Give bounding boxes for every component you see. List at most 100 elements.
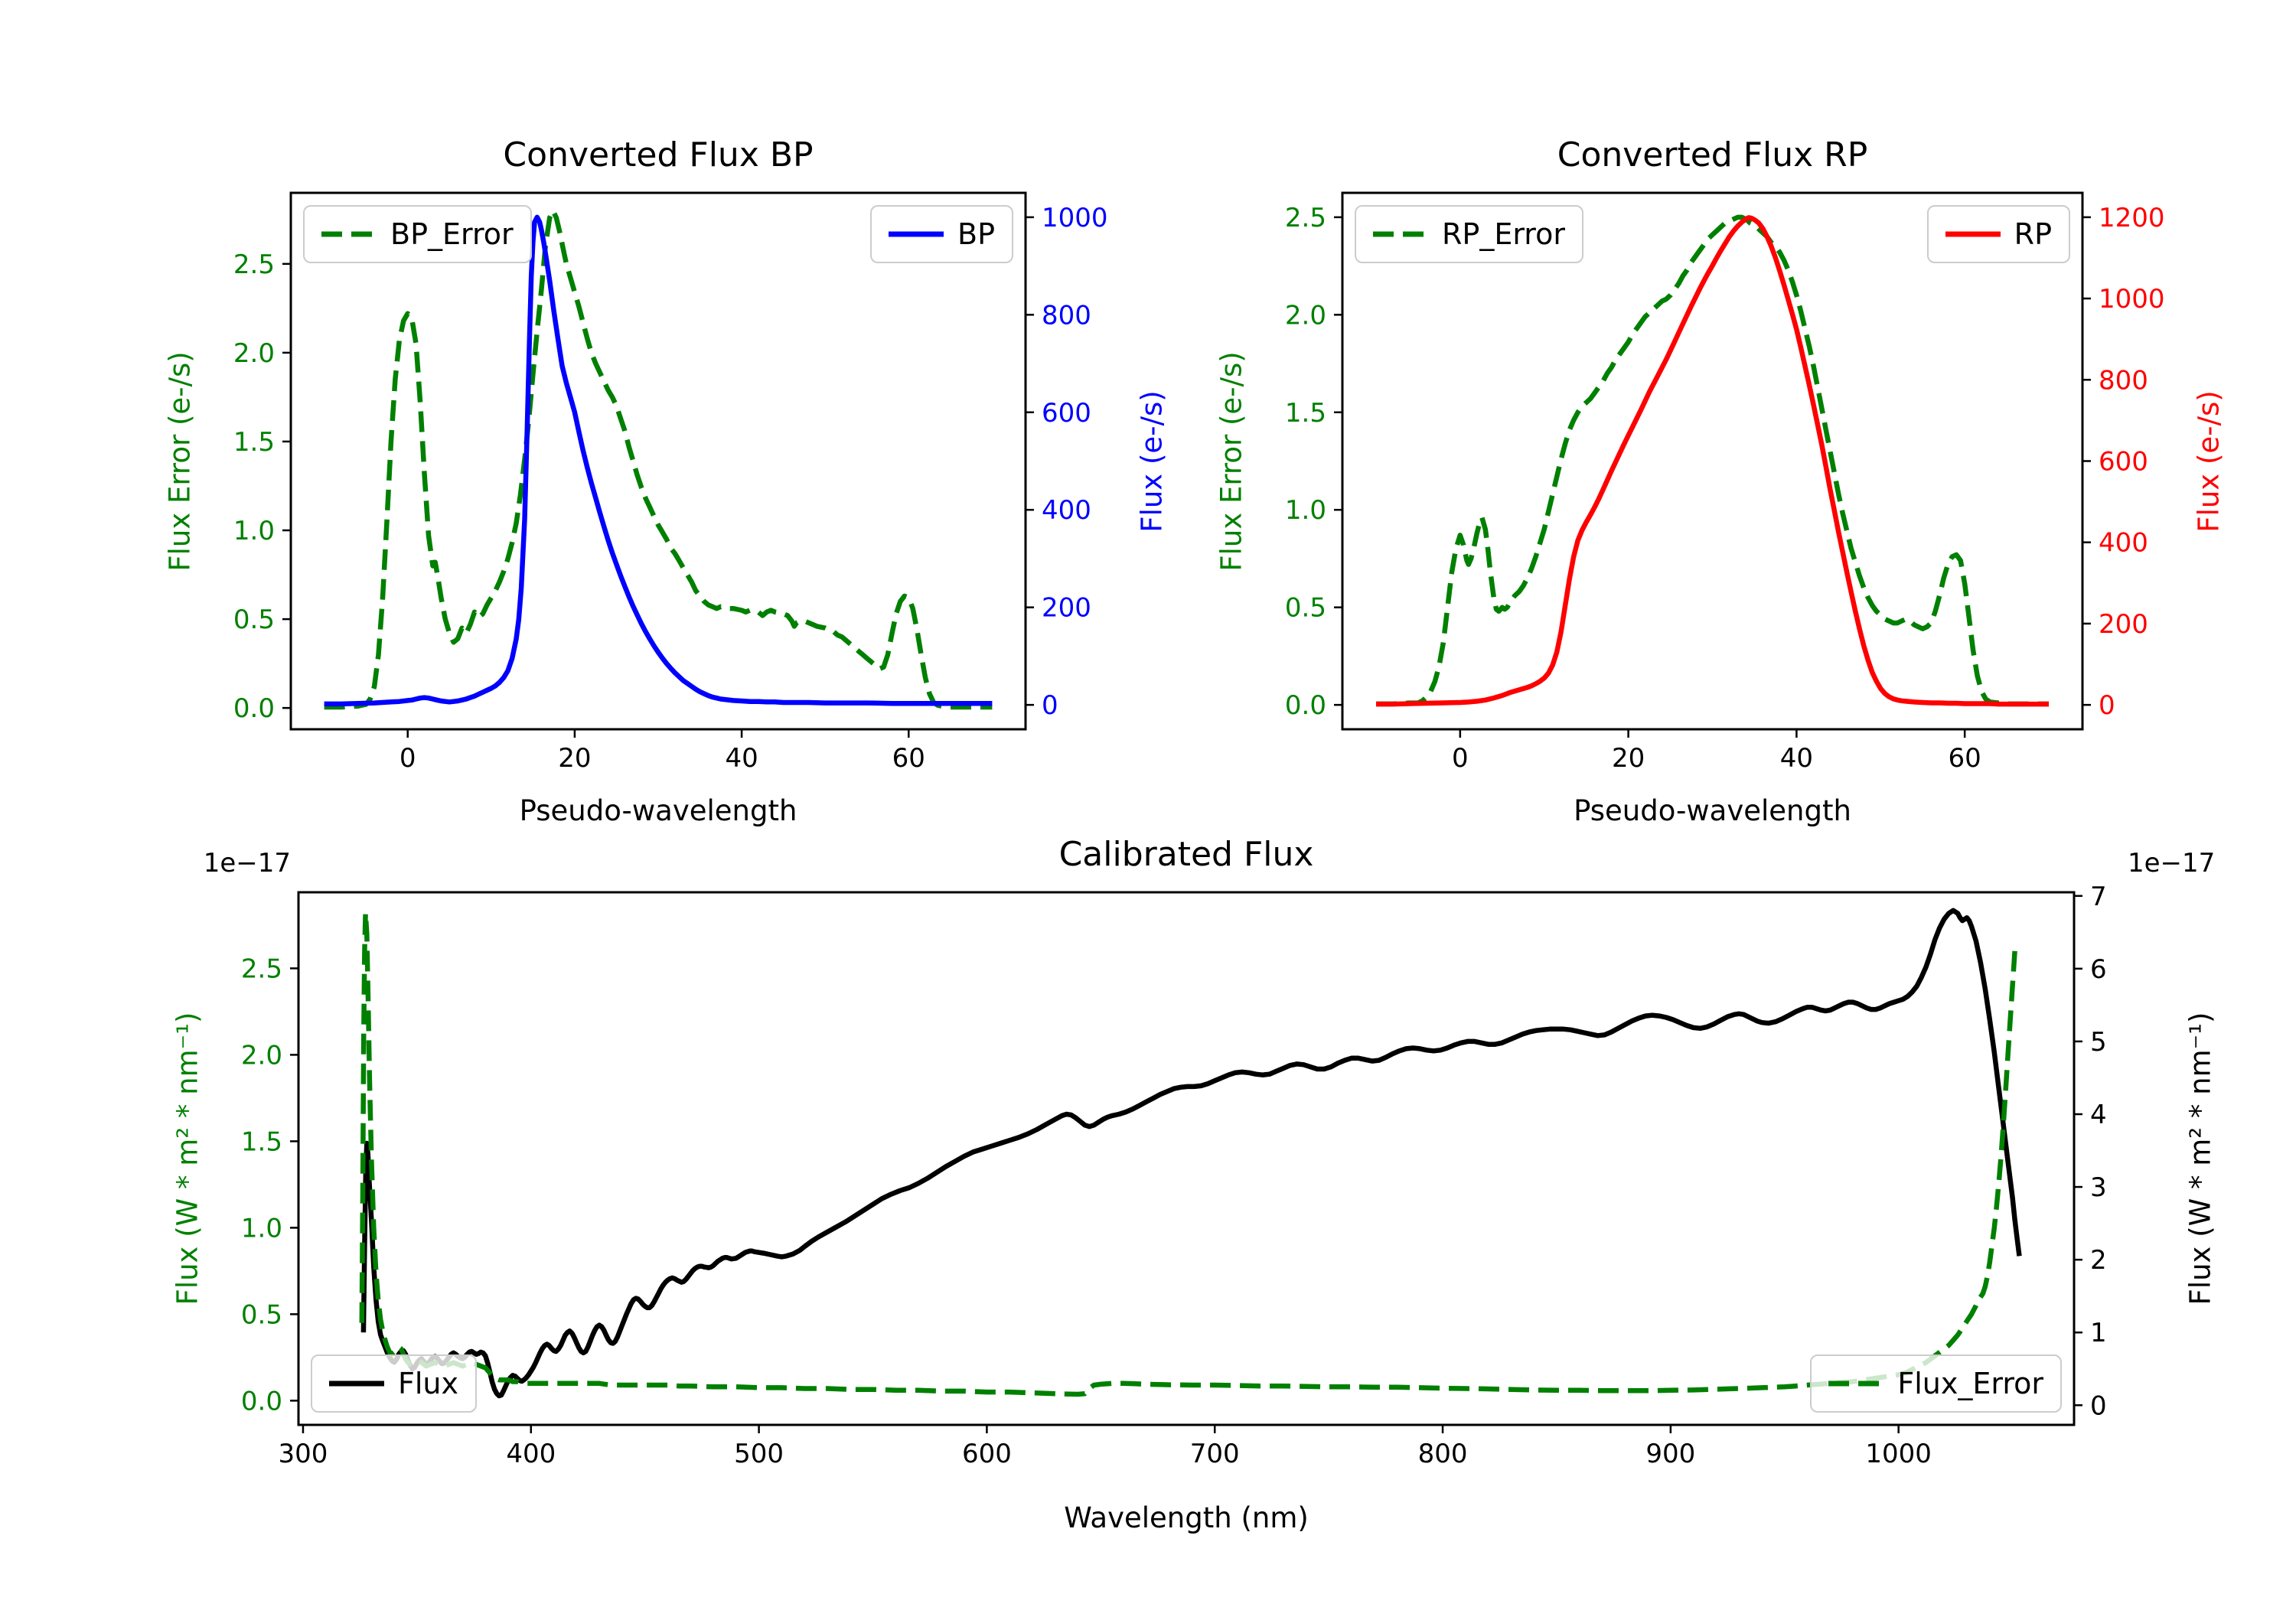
rp-plot-area: 0 20 40 60 0.0 0.5 1.0 1.5 2.0 2.5 0 200 400 600 800 10… <box>1285 191 2165 774</box>
bp-legend-label: BP <box>957 217 995 251</box>
rp-title: Converted Flux RP <box>1557 135 1868 174</box>
axes-calibrated-flux: 300 400 500 600 700 800 900 1000 0.0 0.5 1.0 1.5 2.0… <box>171 835 2217 1534</box>
y-right-tick-label: 6 <box>2090 954 2107 985</box>
cal-ylabel-left: Flux (W * m² * nm⁻¹) <box>171 1012 204 1305</box>
x-tick-label: 300 <box>279 1439 328 1469</box>
flux-error-legend-line <box>1828 1380 1884 1387</box>
x-tick-label: 40 <box>725 743 758 774</box>
bp-plot-area: 0 20 40 60 0.0 0.5 1.0 1.5 2.0 2.5 0 200 400 600 800 10… <box>233 191 1108 774</box>
cal-left-axis-offset: 1e−17 <box>203 848 291 878</box>
series-Flux <box>360 908 2022 1399</box>
rp-ylabel-left: Flux Error (e-/s) <box>1215 350 1248 572</box>
cal-title: Calibrated Flux <box>1058 835 1314 874</box>
y-left-tick-label: 1.5 <box>241 1126 282 1157</box>
y-left-tick-label: 2.5 <box>1285 203 1326 233</box>
cal-ylabel-right: Flux (W * m² * nm⁻¹) <box>2183 1012 2217 1305</box>
y-right-tick-label: 2 <box>2090 1245 2107 1276</box>
y-left-tick-label: 2.0 <box>1285 300 1326 331</box>
x-tick-label: 700 <box>1190 1439 1240 1469</box>
y-left-tick-label: 1.0 <box>233 516 275 546</box>
axes-converted-flux-bp: 0 20 40 60 0.0 0.5 1.0 1.5 2.0 2.5 0 200 400 600 800 10… <box>164 135 1169 827</box>
flux-error-legend-label: Flux_Error <box>1897 1367 2043 1400</box>
y-left-tick-label: 2.5 <box>233 249 275 280</box>
y-right-tick-label: 600 <box>1042 398 1091 429</box>
x-tick-label: 20 <box>1612 743 1645 774</box>
x-tick-label: 0 <box>1452 743 1469 774</box>
x-tick-label: 400 <box>506 1439 556 1469</box>
y-right-tick-label: 400 <box>1042 495 1091 526</box>
y-left-tick-label: 2.0 <box>233 338 275 369</box>
x-tick-label: 800 <box>1418 1439 1468 1469</box>
bp-ylabel-left: Flux Error (e-/s) <box>163 350 197 572</box>
y-right-tick-label: 3 <box>2090 1172 2107 1203</box>
rp-ylabel-right: Flux (e-/s) <box>2192 390 2226 533</box>
y-right-tick-label: 1000 <box>2099 284 2165 315</box>
y-right-tick-label: 800 <box>1042 300 1091 331</box>
x-tick-label: 1000 <box>1865 1439 1932 1469</box>
flux-legend-label: Flux <box>398 1367 458 1400</box>
flux-legend: Flux <box>311 1354 477 1413</box>
x-tick-label: 20 <box>558 743 591 774</box>
bp-error-legend-label: BP_Error <box>390 217 514 251</box>
bp-legend: BP <box>870 205 1013 263</box>
y-left-tick-label: 2.0 <box>241 1040 282 1071</box>
cal-plot-area: 300 400 500 600 700 800 900 1000 0.0 0.5 1.0 1.5 2.0… <box>241 882 2107 1469</box>
y-left-tick-label: 0.0 <box>1285 690 1326 721</box>
x-tick-label: 600 <box>962 1439 1012 1469</box>
x-tick-label: 500 <box>734 1439 784 1469</box>
y-left-tick-label: 1.0 <box>241 1213 282 1244</box>
flux-legend-line <box>329 1380 384 1387</box>
rp-legend: RP <box>1926 205 2070 263</box>
y-right-tick-label: 0 <box>2090 1390 2107 1421</box>
rp-xlabel: Pseudo-wavelength <box>1574 794 1851 827</box>
y-left-tick-label: 1.0 <box>1285 495 1326 526</box>
series-BP_Error <box>324 207 993 710</box>
bp-xlabel: Pseudo-wavelength <box>519 794 797 827</box>
series-BP <box>324 214 993 707</box>
rp-error-legend-label: RP_Error <box>1442 217 1565 251</box>
y-left-tick-label: 0.5 <box>241 1299 282 1330</box>
y-left-tick-label: 1.5 <box>1285 398 1326 429</box>
bp-ylabel-right: Flux (e-/s) <box>1135 390 1169 533</box>
y-left-tick-label: 1.5 <box>233 427 275 458</box>
y-right-tick-label: 600 <box>2099 447 2148 478</box>
rp-legend-line <box>1945 231 2001 237</box>
rp-error-legend-line <box>1373 231 1428 237</box>
series-RP <box>1376 215 2049 707</box>
y-right-tick-label: 1200 <box>2099 203 2165 233</box>
y-right-tick-label: 1 <box>2090 1318 2107 1348</box>
y-left-tick-label: 0.0 <box>233 693 275 724</box>
y-left-tick-label: 0.5 <box>1285 593 1326 624</box>
y-right-tick-label: 1000 <box>1042 203 1108 233</box>
rp-legend-label: RP <box>2014 217 2052 251</box>
y-right-tick-label: 800 <box>2099 365 2148 396</box>
axes-spines <box>297 891 2076 1426</box>
y-right-tick-label: 4 <box>2090 1100 2107 1130</box>
cal-xlabel: Wavelength (nm) <box>1064 1501 1309 1534</box>
series-Flux_Error <box>359 910 2017 1397</box>
axes-converted-flux-rp: 0 20 40 60 0.0 0.5 1.0 1.5 2.0 2.5 0 200 400 600 800 10… <box>1215 135 2226 827</box>
y-right-tick-label: 5 <box>2090 1027 2107 1058</box>
cal-right-axis-offset: 1e−17 <box>2128 848 2216 878</box>
x-tick-label: 60 <box>892 743 925 774</box>
y-right-tick-label: 0 <box>1042 690 1058 721</box>
flux-error-legend: Flux_Error <box>1810 1354 2062 1413</box>
y-right-tick-label: 7 <box>2090 882 2107 912</box>
y-right-tick-label: 200 <box>1042 593 1091 624</box>
bp-error-legend-line <box>321 231 377 237</box>
x-tick-label: 40 <box>1780 743 1813 774</box>
series-RP_Error <box>1376 214 2049 707</box>
y-right-tick-label: 400 <box>2099 528 2148 559</box>
axes-spines <box>289 191 1027 731</box>
bp-error-legend: BP_Error <box>303 205 532 263</box>
y-left-tick-label: 2.5 <box>241 953 282 984</box>
rp-error-legend: RP_Error <box>1355 205 1583 263</box>
y-left-tick-label: 0.0 <box>241 1386 282 1416</box>
x-tick-label: 60 <box>1949 743 1981 774</box>
bp-title: Converted Flux BP <box>503 135 814 174</box>
y-right-tick-label: 0 <box>2099 690 2115 721</box>
y-left-tick-label: 0.5 <box>233 605 275 635</box>
x-tick-label: 0 <box>400 743 416 774</box>
y-right-tick-label: 200 <box>2099 609 2148 640</box>
